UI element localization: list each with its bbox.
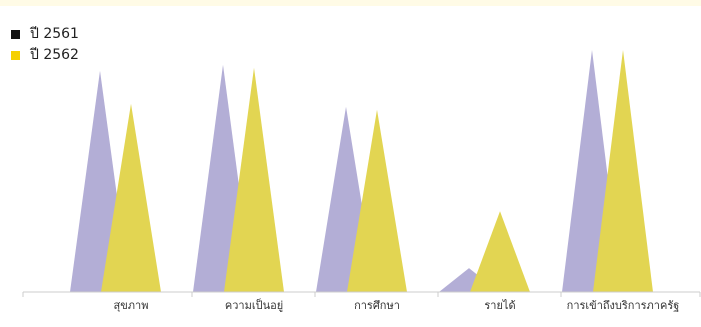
area-peak-series1-cat1 [224, 67, 284, 292]
legend: ปี 2561 ปี 2562 [11, 24, 79, 66]
legend-item-2561: ปี 2561 [11, 24, 79, 45]
x-tick-label-3: รายได้ [484, 299, 515, 312]
area-peak-series1-cat0 [101, 103, 161, 292]
top-band [0, 0, 701, 6]
legend-item-2562: ปี 2562 [11, 45, 79, 66]
legend-label-2561: ปี 2561 [30, 26, 79, 42]
area-peak-series1-cat3 [470, 211, 530, 292]
x-tick-label-2: การศึกษา [354, 299, 400, 312]
x-tick-label-1: ความเป็นอยู่ [225, 298, 283, 312]
x-tick-label-4: การเข้าถึงบริการภาครัฐ [567, 299, 680, 312]
area-peak-series1-cat2 [347, 109, 407, 292]
legend-label-2562: ปี 2562 [30, 47, 79, 63]
area-peak-series1-cat4 [593, 49, 653, 293]
legend-swatch-2562 [11, 51, 20, 60]
legend-swatch-2561 [11, 30, 20, 39]
x-tick-label-0: สุขภาพ [114, 299, 149, 312]
